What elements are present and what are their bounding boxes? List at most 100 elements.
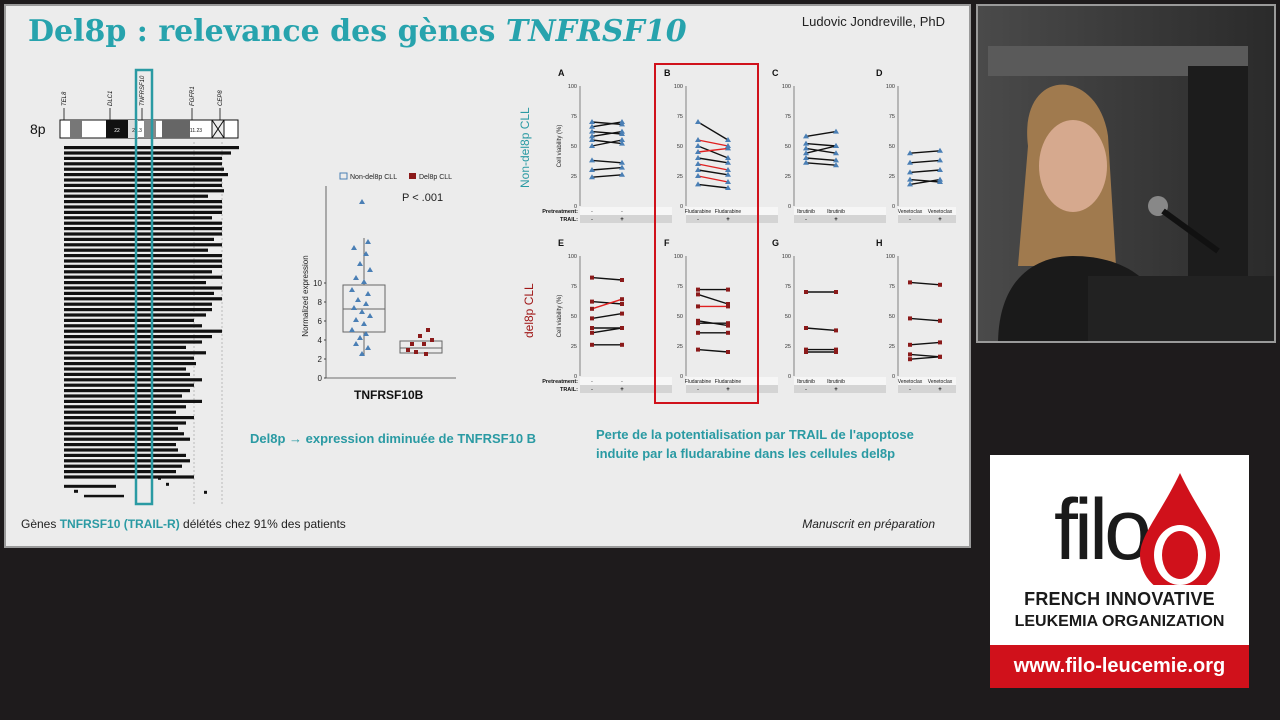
panel-letter: G: [772, 238, 779, 248]
deletion-bar: [64, 475, 194, 479]
marker: [834, 347, 838, 352]
marker: [695, 137, 701, 142]
marker: [907, 169, 913, 175]
pair-line: [591, 312, 623, 320]
pair-line: [697, 169, 729, 176]
point-nondel8p: [353, 275, 359, 280]
pair-line: [591, 159, 623, 164]
marker: [804, 326, 808, 330]
deletion-bar: [64, 443, 176, 447]
trail-minus: -: [909, 217, 911, 223]
gene-labels: TEL8 DLC1 TNFRSF10 FGFR1 CEP8: [62, 75, 224, 120]
y-tick: 0: [574, 204, 577, 210]
trail-plus: +: [726, 217, 730, 223]
y-tick: 25: [571, 344, 577, 350]
marker: [696, 292, 700, 297]
deletion-bar: [64, 264, 222, 268]
point-nondel8p: [361, 279, 367, 284]
pretreatment-value: Ibrutinib: [827, 379, 845, 385]
marker: [620, 326, 624, 330]
marker: [938, 354, 942, 359]
y-tick: 100: [886, 84, 895, 90]
marker: [725, 145, 731, 151]
pair-line: [697, 293, 729, 305]
marker: [590, 306, 594, 311]
deletion-bar: [64, 459, 190, 463]
panel-f: F 0 25 50 75 100 Fludarabine Fludarabine - +: [664, 238, 778, 393]
marker: [619, 164, 625, 170]
pair-line: [697, 121, 729, 141]
marker: [590, 342, 594, 347]
marker: [907, 176, 913, 182]
panel-letter: D: [876, 68, 883, 78]
marker: [938, 318, 942, 323]
panel-ylabel: Cell viability (%): [557, 125, 563, 168]
speaker-scene: [978, 6, 1274, 341]
deletion-bars: [64, 142, 239, 504]
marker: [725, 179, 731, 184]
pretreatment-value: Ibrutinib: [827, 209, 845, 215]
marker: [725, 167, 731, 172]
trail-minus: -: [805, 217, 807, 223]
deletion-bar: [64, 151, 231, 155]
marker: [620, 278, 624, 282]
pretreatment-value: Ibrutinib: [797, 209, 815, 215]
deletion-bar: [64, 302, 212, 306]
marker: [589, 143, 595, 148]
marker: [908, 280, 912, 285]
pair-line: [805, 145, 837, 154]
pair-line: [909, 150, 941, 154]
chromosome-ideogram: [59, 119, 239, 139]
pretreatment-value: Venetoclax: [928, 379, 953, 385]
y-tick: 0: [574, 374, 577, 380]
marker: [726, 330, 730, 335]
caption-expression: Del8p → expression diminuée de TNFRSF10 …: [250, 431, 537, 446]
trail-minus: -: [697, 387, 699, 393]
deletion-bar: [64, 335, 212, 339]
point-nondel8p: [363, 331, 369, 336]
marker: [803, 140, 809, 146]
pair-line: [805, 130, 837, 138]
point-nondel8p: [359, 199, 365, 204]
deletion-bar: [64, 378, 202, 382]
marker: [803, 145, 809, 151]
pretreatment-value: Venetoclax: [898, 209, 923, 215]
speaker-face: [1039, 120, 1107, 212]
trail-plus: +: [938, 217, 942, 223]
point-nondel8p: [367, 267, 373, 272]
row-label-nondel8p: Non-del8p CLL: [518, 107, 532, 188]
chromosome-arm-label: 8p: [30, 121, 46, 137]
deletion-bar: [64, 367, 186, 371]
point-del8p: [418, 334, 422, 338]
pretreatment-value: -: [591, 209, 593, 215]
pretreatment-value: Ibrutinib: [797, 379, 815, 385]
point-nondel8p: [361, 321, 367, 326]
marker: [589, 157, 595, 163]
deletion-bar: [64, 308, 212, 312]
marker: [726, 304, 730, 309]
pair-line: [805, 147, 837, 154]
y-tick: 75: [571, 114, 577, 120]
marker: [696, 347, 700, 352]
point-del8p: [410, 342, 414, 346]
panel-letter: A: [558, 68, 565, 78]
panel-letter: C: [772, 68, 779, 78]
point-nondel8p: [357, 261, 363, 266]
trail-minus: -: [697, 217, 699, 223]
legend-del8p: Del8p CLL: [419, 174, 452, 181]
panel-letter: H: [876, 238, 883, 248]
pair-line: [591, 300, 623, 305]
marker: [833, 150, 839, 156]
boxplot-legend: Non-del8p CLL Del8p CLL: [339, 172, 452, 181]
point-del8p: [414, 350, 418, 354]
boxplot-xlabel: TNFRSF10B: [354, 388, 424, 402]
pair-line: [909, 317, 941, 322]
deletion-bar: [64, 167, 224, 171]
y-tick: 0: [680, 374, 683, 380]
p-value: P < .001: [402, 192, 444, 204]
pretreatment-label: Pretreatment:: [542, 209, 578, 215]
gene-label: TEL8: [62, 91, 68, 106]
marker: [695, 167, 701, 172]
trail-minus: -: [805, 387, 807, 393]
marker: [937, 176, 943, 182]
